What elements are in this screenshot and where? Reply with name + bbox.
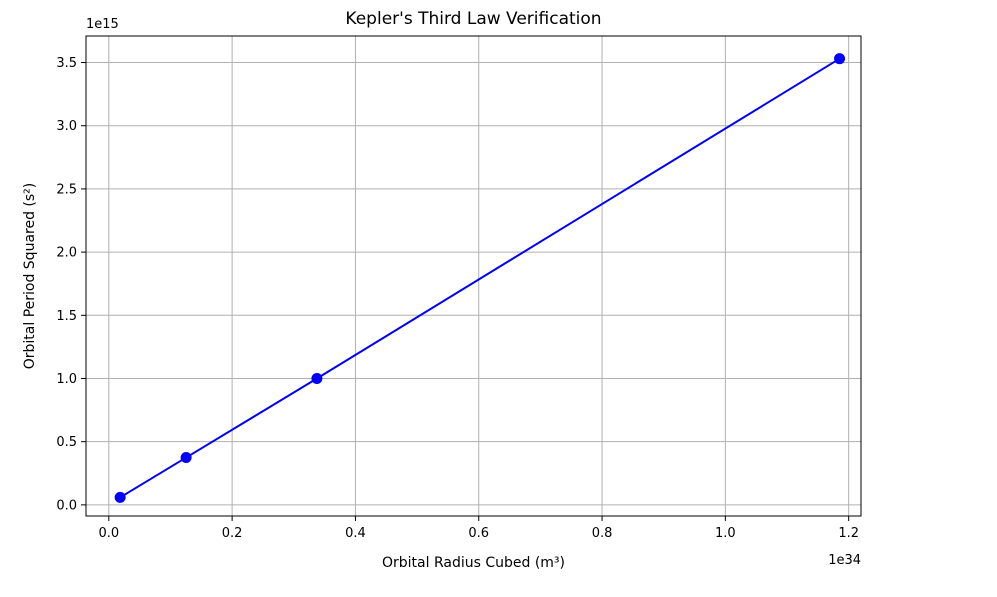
x-tick-label: 0.0 — [98, 526, 119, 541]
y-axis-label: Orbital Period Squared (s²) — [22, 183, 38, 370]
tick-layer: 0.0 0.2 0.4 0.6 0.8 1.0 1.2 0.0 0.5 1.0 1.5 2.0 2.5 3… — [56, 56, 859, 541]
data-point — [311, 372, 323, 384]
y-tick-label: 3.0 — [56, 119, 77, 134]
y-tick-label: 0.0 — [56, 498, 77, 513]
chart-title: Kepler's Third Law Verification — [345, 9, 601, 29]
x-tick-label: 1.0 — [715, 526, 736, 541]
plot-frame — [85, 35, 862, 517]
x-axis-label: Orbital Radius Cubed (m³) — [382, 555, 565, 571]
y-axis-offset-text: 1e15 — [86, 17, 119, 32]
series-line — [119, 57, 841, 499]
y-tick-label: 0.5 — [56, 435, 77, 450]
y-tick-label: 2.0 — [56, 246, 77, 261]
x-tick-label: 1.2 — [838, 526, 859, 541]
y-tick-label: 1.5 — [56, 309, 77, 324]
data-point — [114, 491, 126, 503]
y-tick-label: 3.5 — [56, 56, 77, 71]
x-tick-label: 0.6 — [468, 526, 489, 541]
x-tick-label: 0.2 — [222, 526, 243, 541]
data-point — [834, 53, 846, 65]
data-point — [180, 452, 192, 464]
series-layer — [114, 53, 846, 503]
y-tick-label: 1.0 — [56, 372, 77, 387]
x-axis-offset-text: 1e34 — [828, 553, 861, 568]
x-tick-label: 0.4 — [345, 526, 366, 541]
y-tick-label: 2.5 — [56, 182, 77, 197]
x-tick-label: 0.8 — [592, 526, 613, 541]
grid-layer — [86, 36, 861, 516]
